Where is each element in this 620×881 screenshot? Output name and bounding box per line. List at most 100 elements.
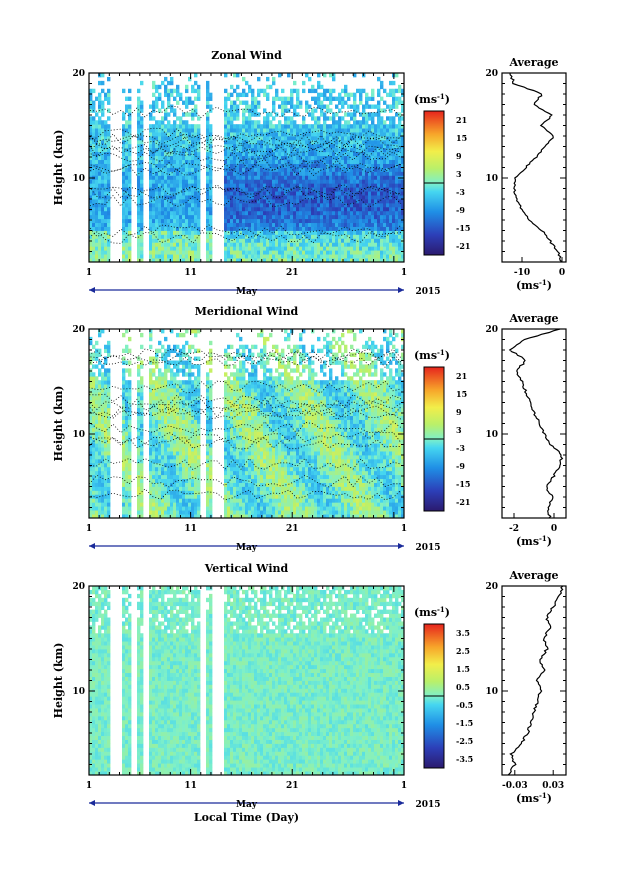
- heatmap-cell: [317, 97, 320, 101]
- heatmap-cell: [374, 246, 377, 250]
- heatmap-cell: [170, 124, 173, 128]
- heatmap-cell: [92, 132, 95, 136]
- heatmap-cell: [104, 384, 107, 388]
- heatmap-cell: [122, 368, 125, 372]
- heatmap-cell: [272, 77, 275, 81]
- heatmap-cell: [287, 156, 290, 160]
- heatmap-cell: [272, 81, 275, 85]
- heatmap-cell: [305, 242, 308, 246]
- heatmap-cell: [233, 124, 236, 128]
- heatmap-cell: [368, 211, 371, 215]
- heatmap-cell: [188, 223, 191, 227]
- heatmap-cell: [185, 211, 188, 215]
- heatmap-cell: [323, 116, 326, 120]
- heatmap-cell: [176, 101, 179, 105]
- heatmap-cell: [161, 246, 164, 250]
- heatmap-cell: [398, 171, 401, 175]
- heatmap-cell: [395, 124, 398, 128]
- heatmap-cell: [92, 156, 95, 160]
- heatmap-cell: [98, 467, 101, 471]
- heatmap-cell: [155, 459, 158, 463]
- heatmap-cell: [167, 506, 170, 510]
- heatmap-cell: [380, 168, 383, 172]
- heatmap-cell: [374, 112, 377, 116]
- heatmap-cell: [227, 168, 230, 172]
- heatmap-cell: [161, 392, 164, 396]
- heatmap-cell: [374, 199, 377, 203]
- heatmap-cell: [107, 203, 110, 207]
- heatmap-cell: [278, 73, 281, 77]
- heatmap-cell: [332, 136, 335, 140]
- heatmap-cell: [371, 93, 374, 97]
- heatmap-cell: [251, 250, 254, 254]
- heatmap-cell: [158, 191, 161, 195]
- heatmap-cell: [164, 337, 167, 341]
- heatmap-cell: [362, 108, 365, 112]
- heatmap-cell: [269, 124, 272, 128]
- heatmap-cell: [161, 124, 164, 128]
- heatmap-cell: [317, 152, 320, 156]
- heatmap-cell: [311, 234, 314, 238]
- heatmap-cell: [158, 424, 161, 428]
- heatmap-cell: [236, 254, 239, 258]
- heatmap-cell: [104, 435, 107, 439]
- heatmap-cell: [254, 132, 257, 136]
- heatmap-cell: [296, 191, 299, 195]
- heatmap-cell: [206, 211, 209, 215]
- heatmap-cell: [320, 199, 323, 203]
- heatmap-cell: [125, 483, 128, 487]
- heatmap-cell: [284, 183, 287, 187]
- heatmap-cell: [281, 124, 284, 128]
- heatmap-cell: [368, 215, 371, 219]
- heatmap-cell: [398, 156, 401, 160]
- heatmap-cell: [395, 132, 398, 136]
- heatmap-cell: [317, 175, 320, 179]
- heatmap-cell: [167, 455, 170, 459]
- heatmap-cell: [398, 195, 401, 199]
- heatmap-cell: [194, 152, 197, 156]
- heatmap-cell: [122, 215, 125, 219]
- heatmap-cell: [380, 215, 383, 219]
- heatmap-cell: [374, 152, 377, 156]
- heatmap-cell: [326, 219, 329, 223]
- heatmap-cell: [311, 242, 314, 246]
- heatmap-cell: [158, 156, 161, 160]
- heatmap-cell: [248, 215, 251, 219]
- heatmap-cell: [248, 124, 251, 128]
- heatmap-cell: [206, 120, 209, 124]
- heatmap-cell: [323, 164, 326, 168]
- heatmap-cell: [341, 97, 344, 101]
- heatmap-cell: [95, 435, 98, 439]
- heatmap-cell: [335, 254, 338, 258]
- heatmap-cell: [275, 97, 278, 101]
- heatmap-cell: [158, 392, 161, 396]
- heatmap-cell: [299, 242, 302, 246]
- heatmap-cell: [158, 250, 161, 254]
- heatmap-cell: [311, 179, 314, 183]
- heatmap-cell: [242, 93, 245, 97]
- heatmap-cell: [92, 424, 95, 428]
- heatmap-cell: [266, 227, 269, 231]
- heatmap-cell: [170, 89, 173, 93]
- heatmap-cell: [317, 156, 320, 160]
- heatmap-cell: [320, 231, 323, 235]
- heatmap-cell: [245, 124, 248, 128]
- heatmap-cell: [173, 506, 176, 510]
- heatmap-cell: [128, 124, 131, 128]
- heatmap-cell: [293, 164, 296, 168]
- heatmap-cell: [206, 250, 209, 254]
- heatmap-cell: [380, 199, 383, 203]
- heatmap-cell: [269, 207, 272, 211]
- heatmap-cell: [179, 254, 182, 258]
- heatmap-cell: [278, 219, 281, 223]
- heatmap-cell: [365, 254, 368, 258]
- heatmap-cell: [260, 140, 263, 144]
- heatmap-cell: [239, 199, 242, 203]
- heatmap-cell: [101, 506, 104, 510]
- heatmap-cell: [386, 152, 389, 156]
- heatmap-cell: [275, 238, 278, 242]
- heatmap-cell: [101, 396, 104, 400]
- heatmap-cell: [152, 510, 155, 514]
- heatmap-cell: [161, 372, 164, 376]
